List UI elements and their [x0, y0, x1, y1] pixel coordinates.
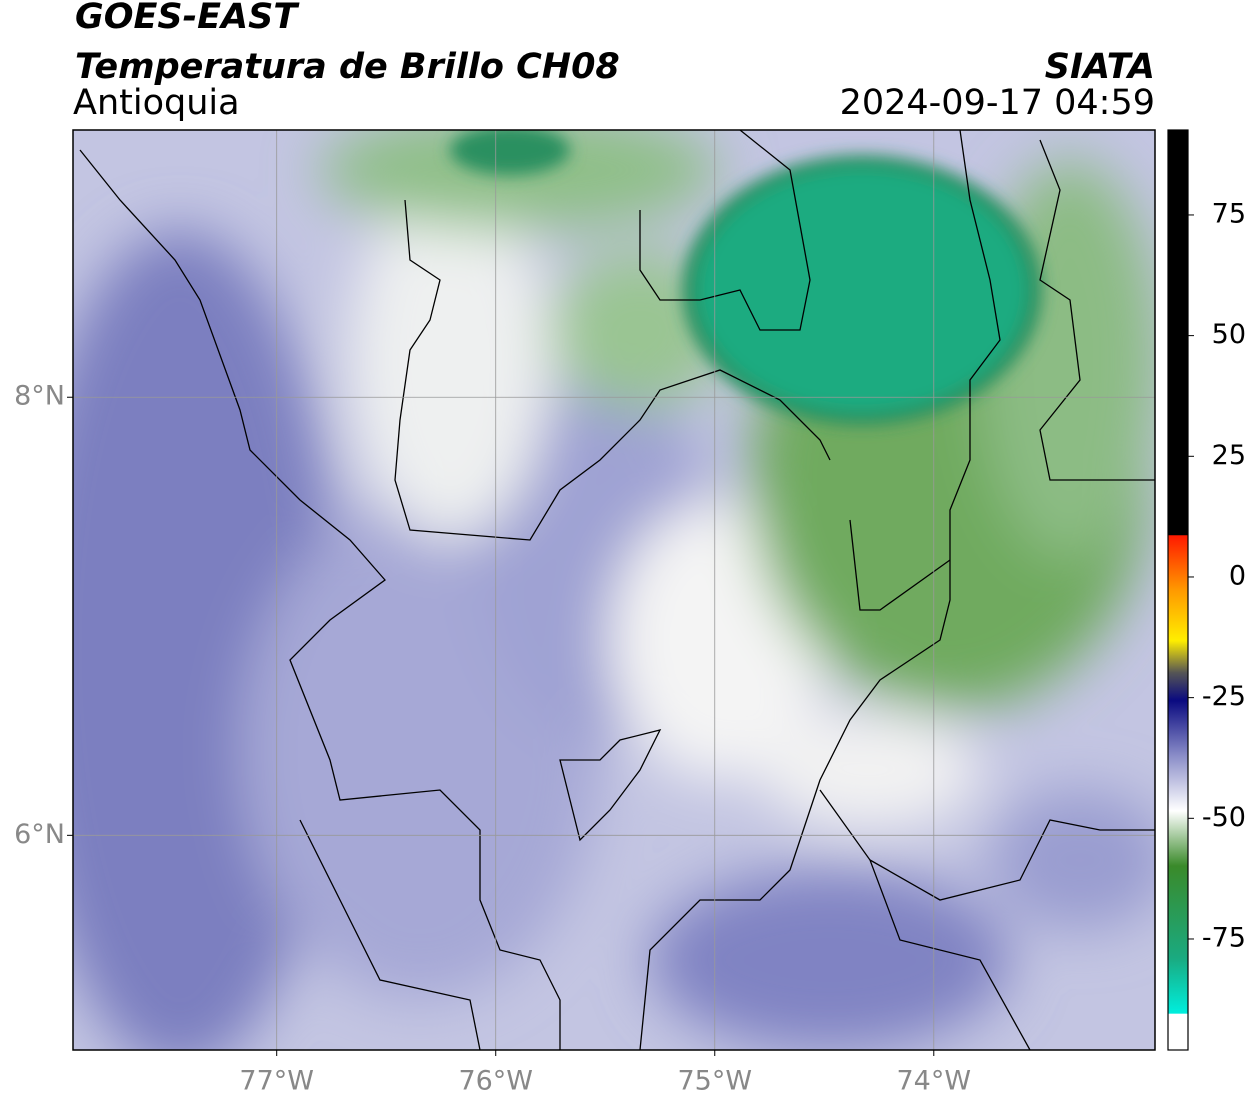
y-tick-label: 8°N	[14, 381, 65, 412]
title: GOES-EAST	[75, 0, 300, 37]
region: Antioquia	[73, 83, 240, 123]
colorbar-tick-label: 50	[1212, 319, 1246, 350]
datetime: 2024-09-17 04:59	[840, 83, 1155, 123]
colorbar-tick-label: -50	[1202, 802, 1246, 833]
satellite-image	[73, 130, 1155, 1050]
x-tick-label: 77°W	[239, 1066, 314, 1097]
x-tick-label: 75°W	[677, 1066, 752, 1097]
graticule	[73, 130, 1155, 1050]
borders	[79, 130, 1155, 1050]
source: SIATA	[1045, 47, 1155, 87]
y-tick-label: 6°N	[14, 819, 65, 850]
map-frame	[72, 129, 1156, 1051]
colorbar	[1167, 129, 1189, 1051]
colorbar-tick-label: 75	[1212, 198, 1246, 229]
colorbar-tick-label: 25	[1212, 440, 1246, 471]
subtitle: Temperatura de Brillo CH08	[75, 47, 620, 87]
colorbar-tick-label: -75	[1202, 922, 1246, 953]
x-tick-label: 76°W	[458, 1066, 533, 1097]
colorbar-tick-label: 0	[1229, 560, 1246, 591]
colorbar-tick-label: -25	[1202, 681, 1246, 712]
x-tick-label: 74°W	[897, 1066, 972, 1097]
